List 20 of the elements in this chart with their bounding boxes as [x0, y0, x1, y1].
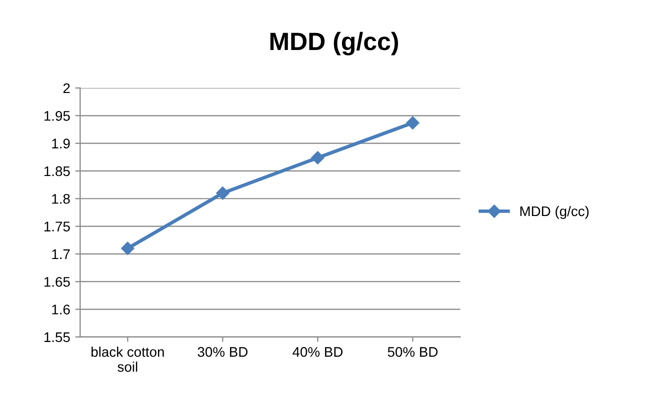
chart-title: MDD (g/cc)	[270, 32, 398, 56]
x-tick-label: black cotton soil	[92, 346, 164, 372]
point	[216, 186, 230, 200]
x-tick-label: 30% BD	[198, 347, 248, 357]
y-tick-label: 1.9	[52, 138, 70, 148]
y-tick-label: 1.7	[52, 249, 70, 259]
point	[311, 151, 324, 164]
x-tick-label: 40% BD	[292, 347, 343, 357]
y-tick-label: 1.75	[44, 222, 70, 232]
y-tick-label: 1.6	[52, 304, 70, 314]
y-tick-label: 2	[63, 83, 70, 94]
x-tick-label: 50% BD	[388, 347, 438, 357]
y-tick-label: 1.8	[52, 194, 70, 204]
y-tick-label: 1.85	[44, 166, 70, 176]
y-tick-label: 1.65	[44, 276, 70, 287]
y-tick-label: 1.95	[44, 110, 70, 121]
y-tick-label: 1.55	[44, 332, 70, 342]
point	[406, 116, 420, 130]
legend-label: MDD (g/cc)	[520, 206, 589, 219]
point	[121, 242, 134, 256]
